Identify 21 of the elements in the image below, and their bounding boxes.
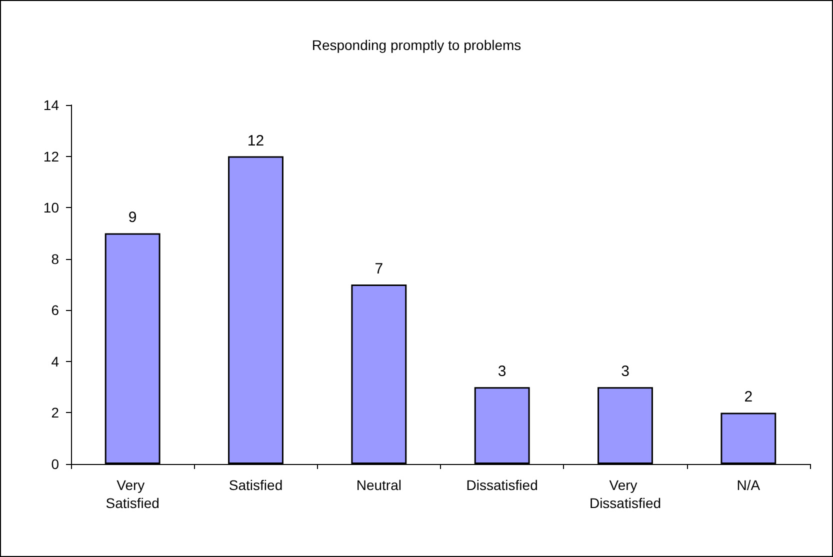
- data-label: 12: [247, 132, 264, 150]
- y-tick-label: 6: [51, 302, 60, 318]
- data-label: 3: [621, 363, 630, 380]
- y-tick-label: 12: [43, 148, 60, 164]
- data-label: 7: [374, 260, 384, 278]
- y-tick-label: 8: [51, 250, 60, 267]
- y-tick-label: 14: [43, 97, 60, 113]
- data-label: 9: [128, 209, 137, 226]
- x-tick-label: Very Satisfied: [106, 477, 160, 511]
- x-tick-label: Dissatisfied: [466, 477, 538, 493]
- data-label: 2: [744, 388, 753, 406]
- y-tick-label: 4: [51, 353, 60, 370]
- y-tick-label: 10: [43, 200, 60, 216]
- y-tick-label: 2: [51, 404, 60, 421]
- x-tick-label: Neutral: [356, 477, 402, 493]
- chart-title: Responding promptly to problems: [312, 37, 522, 53]
- x-tick-label: Satisfied: [228, 477, 283, 493]
- x-tick-label: Very Dissatisfied: [589, 477, 662, 511]
- y-tick-label: 0: [51, 456, 60, 472]
- data-label: 3: [498, 363, 506, 380]
- x-tick-label: N/A: [736, 477, 761, 493]
